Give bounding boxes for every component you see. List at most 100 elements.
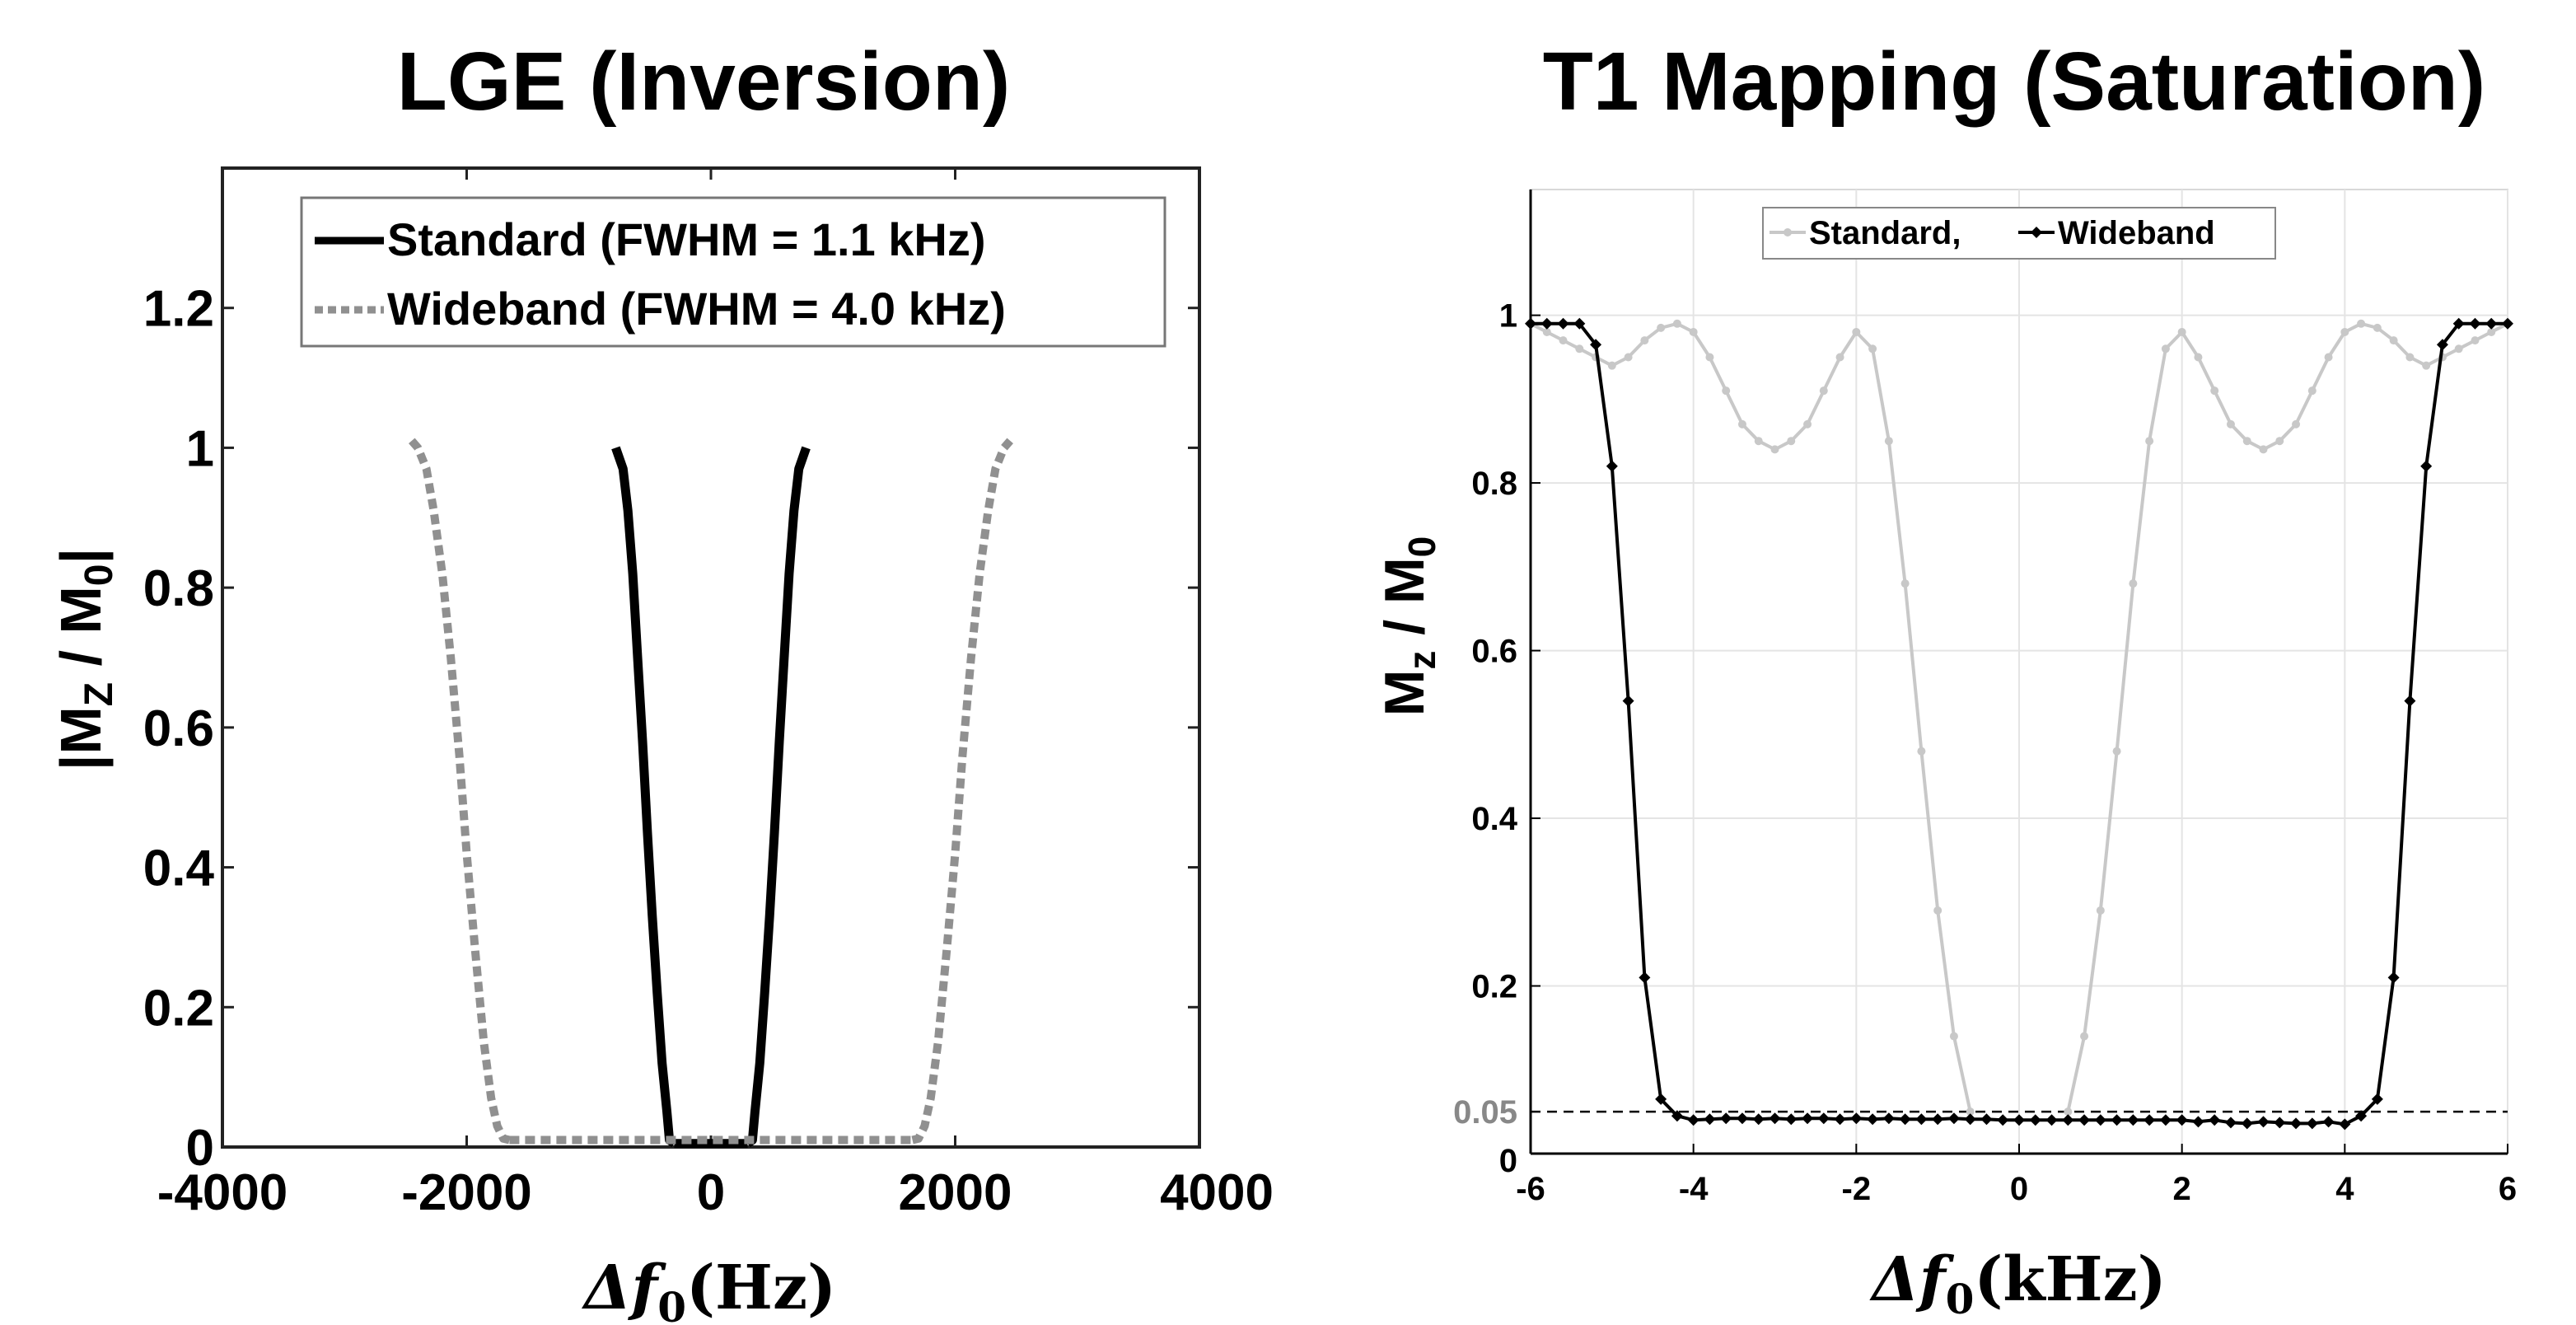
data-point-wideband	[2176, 1114, 2188, 1126]
data-point-wideband	[1573, 317, 1586, 330]
series-line-standard-right-wall	[745, 446, 811, 1148]
x-tick-label: 4	[2335, 1171, 2354, 1207]
data-point-standard	[2129, 579, 2138, 588]
y-tick-label: 0.8	[1471, 466, 1517, 502]
legend-label-wideband-t1: Wideband	[2058, 215, 2215, 251]
y-label-subscript: z	[1400, 651, 1443, 670]
x-tick-label: 0	[697, 1164, 725, 1221]
data-point-wideband	[2485, 317, 2498, 330]
data-point-standard	[2259, 445, 2268, 454]
data-point-wideband	[1947, 1112, 1960, 1125]
data-point-wideband	[1736, 1112, 1748, 1125]
series-line-standard-t1	[2066, 321, 2508, 1112]
data-point-wideband	[1590, 339, 1602, 351]
data-point-wideband	[1915, 1113, 1928, 1126]
data-point-wideband	[2355, 1110, 2368, 1122]
data-point-wideband	[1687, 1114, 1699, 1126]
data-point-wideband	[1639, 972, 1651, 984]
x-tick-label: 0	[2010, 1171, 2028, 1207]
x-tick-label: -6	[1516, 1171, 1545, 1207]
y-tick-label: 0.2	[1471, 969, 1517, 1005]
series-line-wideband-left-wall	[409, 438, 511, 1145]
x-tick-label: 4000	[1160, 1164, 1274, 1221]
data-point-wideband	[1785, 1113, 1798, 1126]
data-point-standard	[1900, 579, 1910, 588]
data-point-wideband	[1997, 1114, 2009, 1126]
data-point-wideband	[2045, 1114, 2058, 1126]
y-tick-label: 0.2	[143, 980, 214, 1037]
chart-t1: T1 Mapping (Saturation) 0 0.2 0.4 0.6 0.8 1 -…	[1373, 35, 2517, 1323]
y-tick-label: 0.4	[1471, 801, 1517, 837]
data-point-standard	[1672, 319, 1681, 328]
y-tick-label: 0	[186, 1120, 214, 1177]
data-point-wideband	[2094, 1114, 2106, 1126]
x-axis-label-t1: Δf0(kHz)	[1868, 1244, 2166, 1323]
data-point-standard	[1705, 353, 1714, 362]
data-point-standard	[2292, 419, 2301, 428]
grid-t1	[1530, 190, 2508, 1154]
data-point-wideband	[2502, 317, 2513, 330]
data-point-wideband	[1867, 1113, 1879, 1126]
data-point-standard	[1966, 1107, 1975, 1117]
y-tick-label: 0	[1499, 1143, 1517, 1179]
data-point-wideband	[2159, 1114, 2172, 1126]
x-label-symbol: Δf	[1868, 1244, 1954, 1315]
data-point-standard	[1884, 437, 1893, 446]
data-point-wideband	[2387, 972, 2400, 984]
data-point-standard	[1575, 344, 1584, 353]
y-label-subscript: 0	[1400, 536, 1443, 558]
data-point-wideband	[2013, 1114, 2025, 1126]
data-point-standard	[2324, 353, 2333, 362]
data-point-wideband	[2257, 1116, 2270, 1128]
x-label-symbol: Δf	[581, 1252, 666, 1323]
data-point-standard	[2307, 386, 2317, 396]
data-point-standard	[1770, 445, 1779, 454]
y-axis-label-lge: |MZ / M0|	[49, 548, 121, 770]
data-point-standard	[2145, 437, 2154, 446]
data-point-standard	[2422, 361, 2431, 370]
reference-line-group: 0.05	[1453, 1094, 2508, 1131]
x-tick-label: 2	[2173, 1171, 2191, 1207]
data-point-wideband	[1622, 695, 1634, 707]
data-point-standard	[1754, 437, 1763, 446]
x-axis-t1: -6 -4 -2 0 2 4 6	[1516, 1144, 2517, 1207]
data-point-standard	[2194, 353, 2203, 362]
data-point-wideband	[2420, 460, 2433, 472]
series-line-wideband-right-wall	[911, 438, 1013, 1145]
data-point-wideband	[2339, 1118, 2351, 1131]
data-point-standard	[2112, 747, 2121, 756]
y-axis-t1: 0 0.2 0.4 0.6 0.8 1	[1471, 298, 1540, 1179]
data-point-standard	[1803, 419, 1812, 428]
data-point-wideband	[1671, 1110, 1683, 1122]
y-label-part: / M	[1373, 557, 1436, 650]
data-point-standard	[2340, 327, 2349, 336]
data-point-wideband	[1752, 1113, 1765, 1126]
y-tick-label: 1	[1499, 298, 1517, 335]
x-label-subscript: 0	[657, 1283, 686, 1325]
x-tick-label: -4	[1679, 1171, 1709, 1207]
y-axis-label-t1: Mz / M0	[1373, 536, 1443, 717]
y-label-part: |M	[49, 706, 114, 770]
data-point-standard	[2096, 906, 2105, 915]
data-point-wideband	[2452, 317, 2465, 330]
data-point-standard	[2389, 336, 2398, 345]
legend-box-lge	[300, 196, 1166, 348]
data-point-wideband	[2224, 1117, 2237, 1129]
data-point-standard	[1949, 1032, 1958, 1041]
data-point-standard	[1607, 361, 1616, 370]
data-point-standard	[1559, 336, 1568, 345]
data-point-standard	[2373, 323, 2382, 332]
y-tick-label: 1.2	[143, 281, 214, 338]
x-label-subscript: 0	[1946, 1275, 1975, 1323]
data-point-standard	[2357, 319, 2366, 328]
data-point-standard	[2161, 344, 2170, 353]
data-point-wideband	[2436, 339, 2448, 351]
data-point-standard	[1819, 386, 1828, 396]
data-point-wideband	[1964, 1113, 1976, 1126]
data-point-standard	[2226, 419, 2235, 428]
data-point-wideband	[2144, 1114, 2156, 1126]
data-point-standard	[2080, 1032, 2089, 1041]
data-point-wideband	[1655, 1093, 1667, 1105]
y-tick-label: 0.6	[143, 700, 214, 757]
